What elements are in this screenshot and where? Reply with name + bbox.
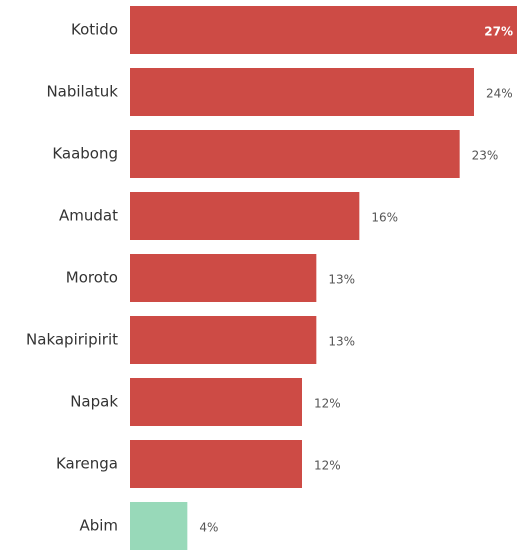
value-label: 13% [328,335,355,349]
category-label: Nakapiripirit [26,331,118,349]
value-label: 12% [314,397,341,411]
bar [130,6,517,54]
value-label: 23% [472,149,499,163]
value-label: 4% [199,521,218,535]
value-label: 27% [484,25,513,39]
category-label: Moroto [66,269,118,287]
category-label: Kotido [71,21,118,39]
bar [130,502,188,550]
bar [130,316,317,364]
bar [130,130,460,178]
category-label: Napak [70,393,118,411]
value-label: 13% [328,273,355,287]
bar [130,378,302,426]
category-label: Amudat [59,207,118,225]
bar [130,68,474,116]
value-label: 16% [371,211,398,225]
category-label: Kaabong [52,145,118,163]
bar [130,192,360,240]
bar [130,440,302,488]
category-label: Abim [79,517,118,535]
category-label: Karenga [56,455,118,473]
category-label: Nabilatuk [46,83,118,101]
value-label: 12% [314,459,341,473]
value-label: 24% [486,87,513,101]
bar [130,254,317,302]
